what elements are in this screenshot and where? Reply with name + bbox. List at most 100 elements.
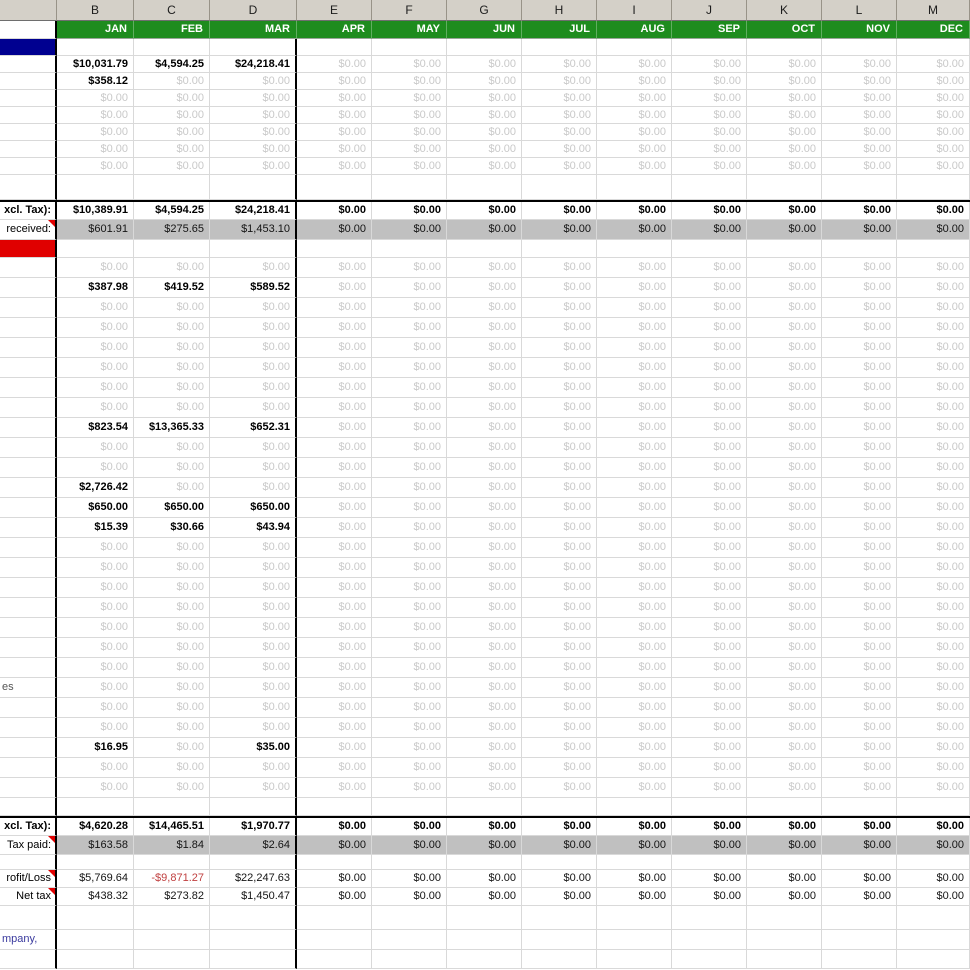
cell-M-r19[interactable]: $0.00 xyxy=(897,398,970,418)
cell-H-r10[interactable]: $0.00 xyxy=(522,220,597,240)
cell-J-r12[interactable]: $0.00 xyxy=(672,258,747,278)
cell-M-r2[interactable]: $0.00 xyxy=(897,73,970,90)
cell-I-r41[interactable]: $0.00 xyxy=(597,836,672,855)
cell-G-r6[interactable]: $0.00 xyxy=(447,141,522,158)
cell-I-r11[interactable] xyxy=(597,240,672,258)
cell-E-r45[interactable] xyxy=(297,906,372,930)
cell-D-r37[interactable]: $0.00 xyxy=(210,758,297,778)
cell-E-r38[interactable]: $0.00 xyxy=(297,778,372,798)
cell-H-r30[interactable]: $0.00 xyxy=(522,618,597,638)
cell-H-r11[interactable] xyxy=(522,240,597,258)
cell-H-r3[interactable]: $0.00 xyxy=(522,90,597,107)
cell-M-r6[interactable]: $0.00 xyxy=(897,141,970,158)
cell-H-r8[interactable] xyxy=(522,175,597,200)
cell-C-r30[interactable]: $0.00 xyxy=(134,618,210,638)
cell-J-r29[interactable]: $0.00 xyxy=(672,598,747,618)
cell-M-r38[interactable]: $0.00 xyxy=(897,778,970,798)
cell-K-r40[interactable]: $0.00 xyxy=(747,818,822,836)
cell-C-r18[interactable]: $0.00 xyxy=(134,378,210,398)
cell-F-r31[interactable]: $0.00 xyxy=(372,638,447,658)
cell-M-r31[interactable]: $0.00 xyxy=(897,638,970,658)
cell-J-r17[interactable]: $0.00 xyxy=(672,358,747,378)
cell-K-r2[interactable]: $0.00 xyxy=(747,73,822,90)
cell-B-r8[interactable] xyxy=(57,175,134,200)
cell-J-r37[interactable]: $0.00 xyxy=(672,758,747,778)
cell-M-r29[interactable]: $0.00 xyxy=(897,598,970,618)
cell-F-r29[interactable]: $0.00 xyxy=(372,598,447,618)
cell-K-r10[interactable]: $0.00 xyxy=(747,220,822,240)
cell-B-r24[interactable]: $650.00 xyxy=(57,498,134,518)
cell-L-r3[interactable]: $0.00 xyxy=(822,90,897,107)
cell-H-r37[interactable]: $0.00 xyxy=(522,758,597,778)
cell-L-r32[interactable]: $0.00 xyxy=(822,658,897,678)
cell-J-r8[interactable] xyxy=(672,175,747,200)
cell-F-r38[interactable]: $0.00 xyxy=(372,778,447,798)
cell-F-r9[interactable]: $0.00 xyxy=(372,202,447,220)
cell-F-r39[interactable] xyxy=(372,798,447,816)
cell-F-r12[interactable]: $0.00 xyxy=(372,258,447,278)
cell-L-r9[interactable]: $0.00 xyxy=(822,202,897,220)
cell-J-r26[interactable]: $0.00 xyxy=(672,538,747,558)
month-header-nov[interactable]: NOV xyxy=(822,21,897,39)
cell-G-r14[interactable]: $0.00 xyxy=(447,298,522,318)
column-header-I[interactable]: I xyxy=(597,0,672,21)
cell-D-r11[interactable] xyxy=(210,240,297,258)
cell-K-r11[interactable] xyxy=(747,240,822,258)
cell-K-r3[interactable]: $0.00 xyxy=(747,90,822,107)
cell-C-r36[interactable]: $0.00 xyxy=(134,738,210,758)
cell-E-r9[interactable]: $0.00 xyxy=(297,202,372,220)
column-header-G[interactable]: G xyxy=(447,0,522,21)
cell-M-r35[interactable]: $0.00 xyxy=(897,718,970,738)
cell-C-r45[interactable] xyxy=(134,906,210,930)
cell-B-r32[interactable]: $0.00 xyxy=(57,658,134,678)
cell-C-r38[interactable]: $0.00 xyxy=(134,778,210,798)
cell-G-r29[interactable]: $0.00 xyxy=(447,598,522,618)
cell-H-r19[interactable]: $0.00 xyxy=(522,398,597,418)
cell-D-r19[interactable]: $0.00 xyxy=(210,398,297,418)
cell-F-r3[interactable]: $0.00 xyxy=(372,90,447,107)
row-label-r15[interactable] xyxy=(0,318,57,338)
cell-L-r5[interactable]: $0.00 xyxy=(822,124,897,141)
cell-B-r21[interactable]: $0.00 xyxy=(57,438,134,458)
cell-F-r25[interactable]: $0.00 xyxy=(372,518,447,538)
cell-L-r4[interactable]: $0.00 xyxy=(822,107,897,124)
cell-D-r35[interactable]: $0.00 xyxy=(210,718,297,738)
cell-G-r31[interactable]: $0.00 xyxy=(447,638,522,658)
cell-K-r46[interactable] xyxy=(747,930,822,950)
month-header-jan[interactable]: JAN xyxy=(57,21,134,39)
cell-K-r35[interactable]: $0.00 xyxy=(747,718,822,738)
row-label-r31[interactable] xyxy=(0,638,57,658)
cell-K-r33[interactable]: $0.00 xyxy=(747,678,822,698)
cell-E-r34[interactable]: $0.00 xyxy=(297,698,372,718)
cell-L-r41[interactable]: $0.00 xyxy=(822,836,897,855)
cell-J-r6[interactable]: $0.00 xyxy=(672,141,747,158)
cell-L-r25[interactable]: $0.00 xyxy=(822,518,897,538)
cell-D-r9[interactable]: $24,218.41 xyxy=(210,202,297,220)
cell-G-r28[interactable]: $0.00 xyxy=(447,578,522,598)
cell-L-r30[interactable]: $0.00 xyxy=(822,618,897,638)
cell-H-r0[interactable] xyxy=(522,39,597,56)
cell-M-r17[interactable]: $0.00 xyxy=(897,358,970,378)
cell-D-r45[interactable] xyxy=(210,906,297,930)
cell-G-r19[interactable]: $0.00 xyxy=(447,398,522,418)
section-bar-red[interactable] xyxy=(0,240,57,258)
cell-F-r47[interactable] xyxy=(372,950,447,969)
cell-M-r47[interactable] xyxy=(897,950,970,969)
cell-I-r2[interactable]: $0.00 xyxy=(597,73,672,90)
cell-B-r31[interactable]: $0.00 xyxy=(57,638,134,658)
cell-H-r35[interactable]: $0.00 xyxy=(522,718,597,738)
row-label-r7[interactable] xyxy=(0,158,57,175)
cell-G-r12[interactable]: $0.00 xyxy=(447,258,522,278)
row-label-r33[interactable]: es xyxy=(0,678,57,698)
cell-E-r11[interactable] xyxy=(297,240,372,258)
cell-E-r31[interactable]: $0.00 xyxy=(297,638,372,658)
cell-K-r22[interactable]: $0.00 xyxy=(747,458,822,478)
cell-E-r13[interactable]: $0.00 xyxy=(297,278,372,298)
row-label-r47[interactable] xyxy=(0,950,57,969)
cell-C-r19[interactable]: $0.00 xyxy=(134,398,210,418)
cell-F-r18[interactable]: $0.00 xyxy=(372,378,447,398)
cell-L-r1[interactable]: $0.00 xyxy=(822,56,897,73)
cell-G-r4[interactable]: $0.00 xyxy=(447,107,522,124)
cell-F-r32[interactable]: $0.00 xyxy=(372,658,447,678)
month-header-aug[interactable]: AUG xyxy=(597,21,672,39)
